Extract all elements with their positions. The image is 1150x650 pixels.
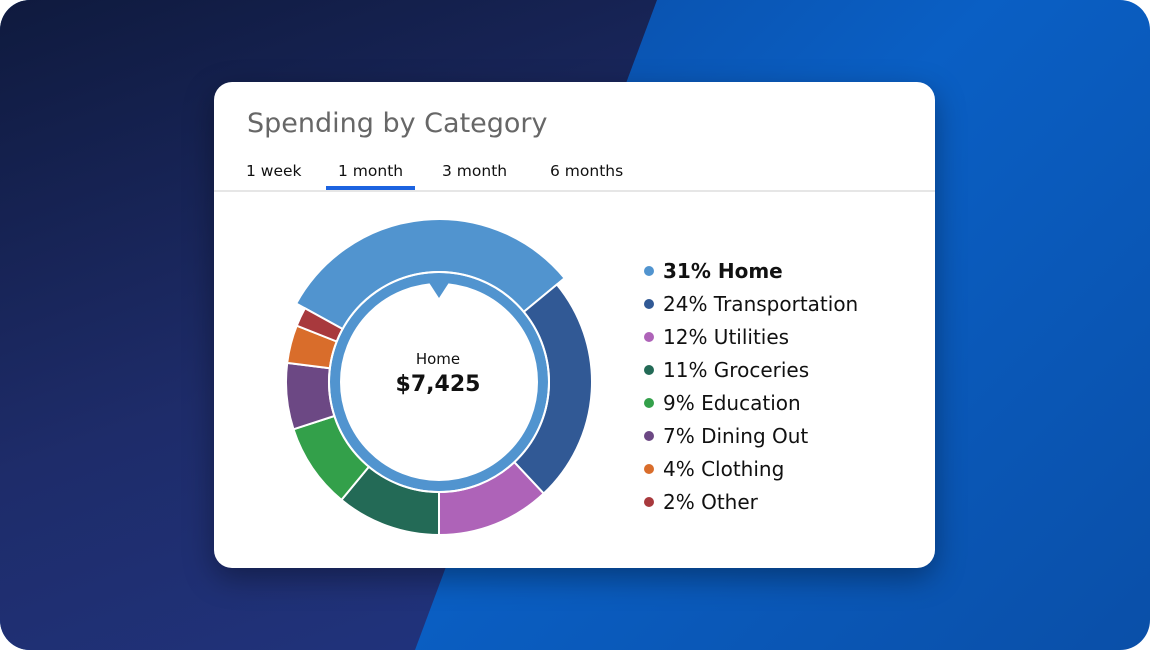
legend-label: 7% Dining Out [663,423,809,448]
selected-ring [330,273,548,491]
legend-dot-icon [644,397,654,408]
legend-item[interactable]: 4% Clothing [644,452,858,485]
tab-1-week[interactable]: 1 week [246,162,302,180]
legend-label: 24% Transportation [663,291,859,316]
legend-item[interactable]: 24% Transportation [644,287,858,320]
legend-dot-icon [644,430,654,441]
legend-dot-icon [644,496,654,507]
legend-dot-icon [644,298,654,309]
legend-label: 11% Groceries [663,357,810,382]
tab-6-months[interactable]: 6 months [550,162,624,180]
center-value: $7,425 [395,372,481,397]
tab-1-month[interactable]: 1 month [325,162,416,190]
legend-dot-icon [644,265,654,276]
legend-label: 9% Education [663,390,801,415]
pointer-notch [428,281,450,298]
legend-label: 12% Utilities [663,324,790,349]
donut-chart [285,218,593,537]
legend-item[interactable]: 2% Other [644,485,858,518]
legend-item[interactable]: 9% Education [644,386,858,419]
legend-item[interactable]: 7% Dining Out [644,419,858,452]
legend: 31% Home 24% Transportation 12% Utilities 1… [644,254,858,518]
legend-dot-icon [644,364,654,375]
legend-dot-icon [644,463,654,474]
legend-item[interactable]: 12% Utilities [644,320,858,353]
tab-3-month[interactable]: 3 month [442,162,508,180]
legend-dot-icon [644,331,654,342]
period-tabs: 1 week 1 month 3 month 6 months [214,162,935,192]
legend-label: 2% Other [663,489,758,514]
slice-dining-out[interactable] [285,361,336,431]
center-label: Home [415,350,461,368]
spending-card: Spending by Category 1 week 1 month 3 mo… [214,82,935,568]
legend-item[interactable]: 11% Groceries [644,353,858,386]
legend-label: 31% Home [663,258,783,283]
card-title: Spending by Category [247,108,548,139]
legend-label: 4% Clothing [663,456,785,481]
legend-item[interactable]: 31% Home [644,254,858,287]
ring-gap [328,271,550,493]
